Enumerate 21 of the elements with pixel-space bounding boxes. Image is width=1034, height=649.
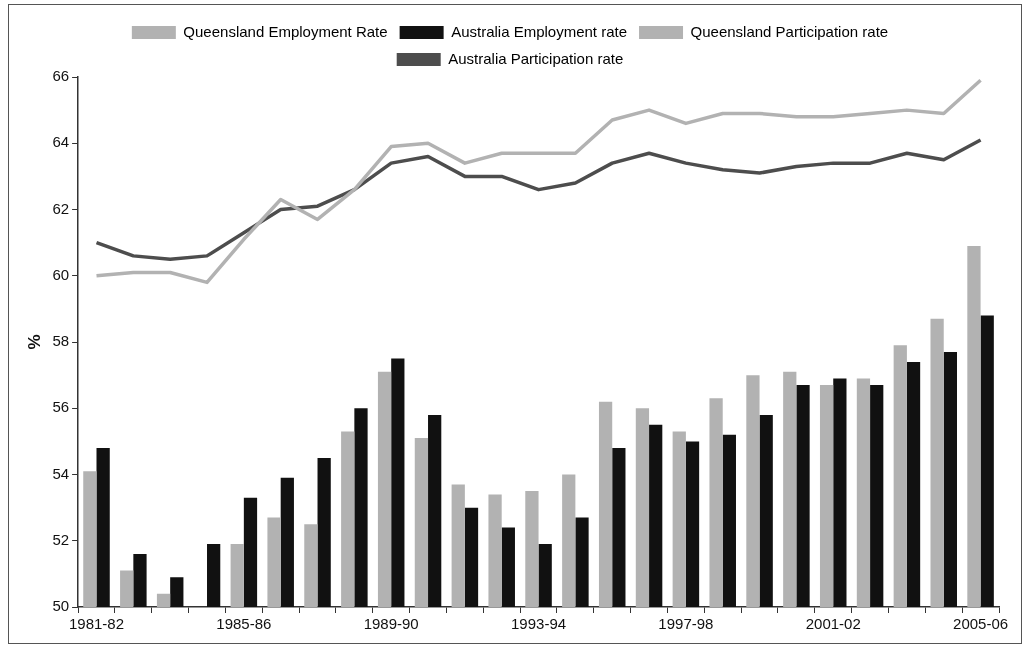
y-tick-label: 62 [52, 199, 70, 217]
x-tick-label: 1985-86 [216, 615, 272, 633]
legend-label: Queensland Employment Rate [183, 22, 388, 40]
y-tick-label: 54 [52, 464, 70, 482]
y-tick-label: 66 [52, 67, 70, 85]
x-tick-label: 1993-94 [511, 615, 567, 633]
y-tick-label: 64 [52, 133, 70, 151]
y-tick-label: 60 [52, 265, 70, 283]
legend-label: Queensland Participation rate [690, 22, 889, 40]
x-tick-label: 1997-98 [658, 615, 714, 633]
y-tick-label: 56 [52, 398, 70, 416]
x-tick-label: 2005-06 [953, 615, 1009, 633]
legend-label: Australia Participation rate [448, 49, 624, 67]
y-tick-label: 50 [52, 597, 70, 615]
legend-label: Australia Employment rate [451, 22, 628, 40]
x-tick-label: 1981-82 [68, 615, 125, 633]
x-tick-label: 2001-02 [805, 615, 861, 633]
y-axis-title: % [24, 334, 44, 350]
y-tick-label: 52 [52, 530, 70, 548]
x-tick-label: 1989-90 [363, 615, 419, 633]
y-tick-label: 58 [52, 332, 70, 350]
